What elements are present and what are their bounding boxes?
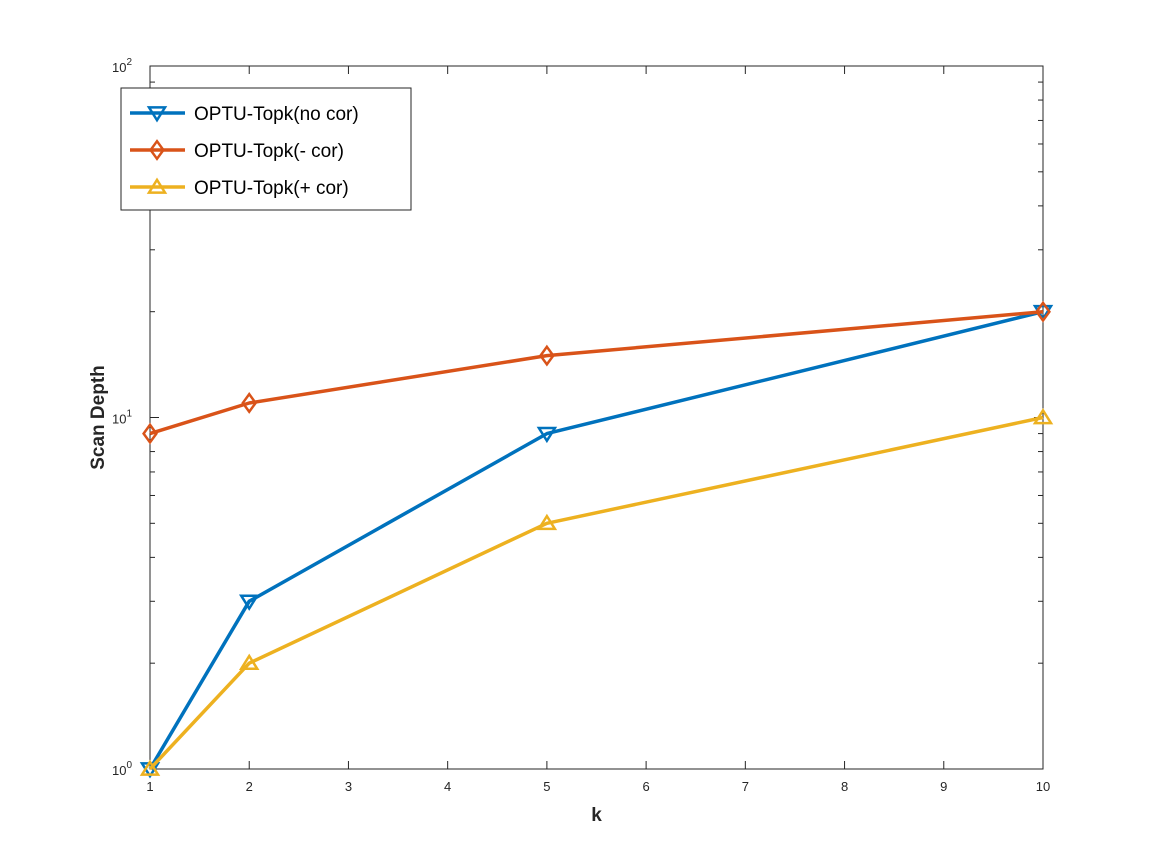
series-path [148,310,1044,770]
legend-label: OPTU-Topk(- cor) [194,141,344,162]
y-tick-label: 100 [112,760,132,778]
x-tick-label: 9 [940,779,947,794]
series-line-2 [142,300,1051,445]
legend-item-3: OPTU-Topk(+ cor) [130,177,349,199]
data-point-marker [149,139,165,161]
data-point-marker [146,106,168,123]
legend-items: OPTU-Topk(no cor) OPTU-Topk(- cor) OPTU-To… [130,104,359,199]
x-tick-label: 10 [1036,779,1050,794]
legend-label: OPTU-Topk(no cor) [194,104,359,125]
data-point-marker [538,344,555,367]
series-layer [139,300,1054,779]
axis-ticks: 1 2 3 4 5 6 7 8 9 10 100 101 102 [112,57,1050,794]
x-tick-label: 3 [345,779,352,794]
data-point-marker [139,759,161,776]
legend-item-2: OPTU-Topk(- cor) [130,139,344,162]
data-point-marker [142,422,158,445]
x-tick-label: 4 [444,779,451,794]
data-point-marker [536,513,558,531]
data-point-marker [238,594,260,611]
x-tick-label: 5 [543,779,550,794]
x-tick-label: 8 [841,779,848,794]
series-line-3 [139,407,1054,776]
x-tick-label: 1 [146,779,153,794]
data-point-marker [146,177,168,194]
y-tick-label: 101 [112,409,132,427]
data-point-marker [1032,407,1054,425]
data-point-marker [238,653,260,671]
legend-item-1: OPTU-Topk(no cor) [130,104,359,125]
data-point-marker [536,426,558,444]
y-axis-title: Scan Depth [88,365,109,470]
x-axis-title: k [591,805,602,826]
y-tick-label: 102 [112,57,132,75]
x-tick-label: 6 [642,779,649,794]
x-tick-label: 7 [742,779,749,794]
series-path [149,309,1044,436]
x-tick-label: 2 [246,779,253,794]
legend-label: OPTU-Topk(+ cor) [194,178,349,199]
data-point-marker [1035,300,1051,323]
legend: OPTU-Topk(no cor) OPTU-Topk(- cor) OPTU-To… [120,87,412,211]
series-path [148,415,1044,771]
data-point-marker [241,392,258,414]
